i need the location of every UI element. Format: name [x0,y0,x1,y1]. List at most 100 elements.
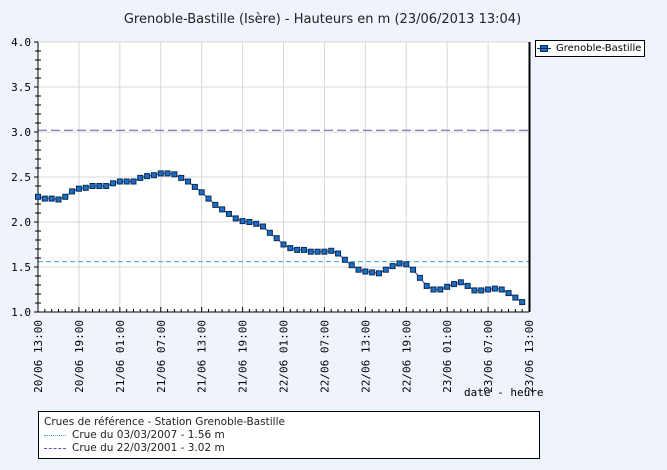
reference-item-label: Crue du 03/03/2007 - 1.56 m [72,429,225,441]
chart-title: Grenoble-Bastille (Isère) - Hauteurs en … [123,12,522,27]
data-point-marker [273,235,280,242]
data-point-marker [430,286,437,293]
dotted-line-icon [44,435,66,436]
x-tick-label: 22/06 19:00 [400,320,413,393]
y-tick-label: 3.5 [11,81,31,94]
data-point-marker [239,218,246,225]
data-point-marker [41,195,48,202]
y-tick-label: 4.0 [11,36,31,49]
data-point-marker [355,266,362,273]
data-point-marker [369,269,376,276]
reference-item-2007: Crue du 03/03/2007 - 1.56 m [44,429,534,442]
chart-plot-area: 1.0 1.5 2.0 2.5 3.0 3.5 4.0 20/06 13:00 20/06 19… [11,36,536,393]
data-point-marker [185,178,192,185]
data-point-marker [478,287,485,294]
data-point-marker [253,220,260,227]
data-point-marker [403,261,410,268]
data-point-marker [335,250,342,257]
data-point-marker [348,262,355,269]
data-point-marker [35,193,41,200]
x-tick-label: 23/06 01:00 [441,320,454,393]
data-point-marker [75,185,82,192]
data-point-marker [444,283,451,290]
data-point-marker [137,174,144,181]
reference-floods-box: Crues de référence - Station Grenoble-Ba… [38,411,540,459]
data-point-marker [328,247,335,254]
data-point-marker [362,268,369,275]
data-point-marker [498,286,505,293]
y-tick-label: 3.0 [11,126,31,139]
x-tick-label: 21/06 19:00 [237,320,250,393]
data-point-marker [246,219,253,225]
data-point-marker [416,274,423,281]
dashed-line-icon [44,448,66,449]
data-point-marker [164,170,171,177]
x-tick-label: 20/06 13:00 [32,320,45,393]
data-point-marker [232,215,239,222]
x-tick-label: 22/06 01:00 [278,320,291,393]
y-tick-label: 1.5 [11,261,31,274]
data-point-marker [178,174,185,181]
data-point-marker [485,286,492,293]
data-point-marker [48,195,55,202]
x-tick-label: 21/06 13:00 [196,320,209,393]
data-point-marker [519,299,526,306]
data-point-marker [110,180,117,187]
x-tick-label: 20/06 19:00 [73,320,86,393]
series-legend-label: Grenoble-Bastille [556,43,642,54]
x-tick-label: 22/06 07:00 [318,320,331,393]
data-point-marker [212,201,219,208]
data-point-marker [225,210,232,217]
data-point-marker [471,287,478,294]
y-tick-label: 2.5 [11,171,31,184]
data-point-marker [307,248,314,255]
data-point-marker [219,206,226,213]
data-point-marker [410,266,417,273]
data-point-marker [389,263,396,270]
data-point-marker [375,270,382,277]
data-point-marker [62,193,69,200]
data-point-marker [341,256,348,263]
data-point-marker [457,279,464,286]
data-point-marker [294,246,301,253]
data-point-marker [89,183,96,189]
data-point-marker [321,248,328,255]
data-point-marker [423,282,430,289]
y-tick-label: 2.0 [11,216,31,229]
x-tick-label: 23/06 13:00 [523,320,536,393]
data-point-marker [171,171,178,178]
series-marker-icon [537,45,551,52]
data-point-marker [123,178,130,185]
data-point-marker [82,184,89,191]
x-tick-label: 23/06 07:00 [482,320,495,393]
data-point-marker [287,245,294,252]
data-point-marker [300,246,307,253]
data-point-marker [103,183,110,189]
x-tick-label: 21/06 07:00 [155,320,168,393]
data-point-marker [266,229,273,236]
data-point-marker [260,223,267,230]
data-point-marker [150,172,157,179]
data-point-marker [55,196,62,203]
x-axis-label: date - heure [464,386,544,399]
data-point-marker [464,282,471,289]
data-point-marker [505,290,512,297]
data-point-marker [144,173,151,180]
data-point-marker [191,183,198,190]
data-point-marker [382,266,389,273]
data-point-marker [314,248,321,255]
data-point-marker [512,294,519,301]
series-legend: Grenoble-Bastille [535,40,645,57]
data-point-marker [280,241,287,248]
data-point-marker [205,195,212,202]
data-point-marker [437,286,444,293]
y-tick-label: 1.0 [11,306,31,319]
data-point-marker [96,183,103,189]
data-point-marker [396,260,403,267]
data-point-marker [491,285,498,292]
data-point-marker [116,178,123,185]
data-point-marker [157,170,164,177]
reference-box-title: Crues de référence - Station Grenoble-Ba… [44,416,285,428]
x-tick-label: 21/06 01:00 [114,320,127,393]
x-tick-label: 22/06 13:00 [359,320,372,393]
